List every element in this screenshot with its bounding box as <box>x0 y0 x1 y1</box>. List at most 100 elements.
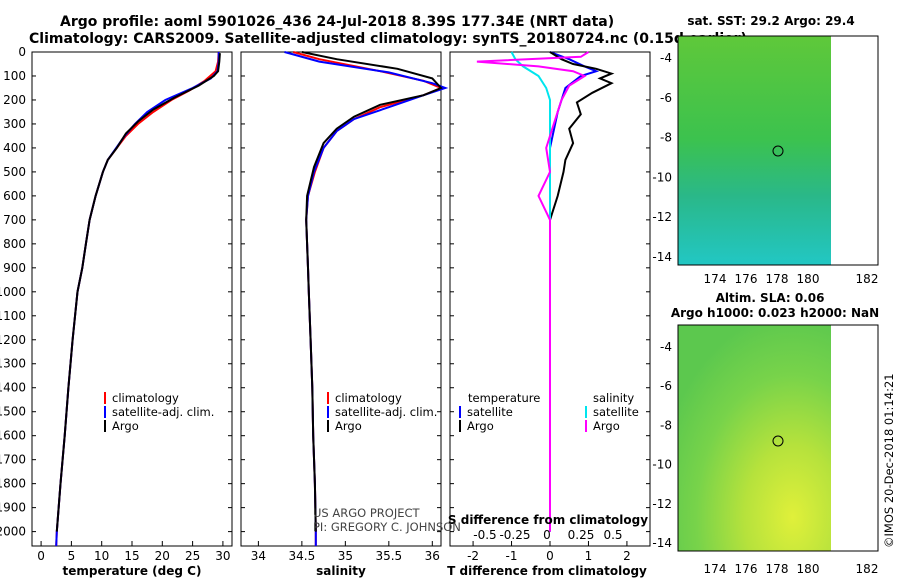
map-xtick-label: 176 <box>735 272 758 286</box>
depth-tick-label: 1900 <box>0 501 26 515</box>
salinity-legend: climatology satellite-adj. clim. Argo <box>327 391 437 433</box>
map-xtick-label: 174 <box>704 562 727 576</box>
sla-map-title: Altim. SLA: 0.06 <box>716 291 825 305</box>
depth-tick-label: 0 <box>18 45 26 59</box>
x-tick-label: 30 <box>215 549 230 563</box>
difference-legend: temperature satellite Argo salinity sate… <box>459 391 639 433</box>
map-ytick-label: -14 <box>652 536 672 550</box>
salinity-panel <box>240 51 442 547</box>
profile-lines <box>55 51 615 547</box>
x-tick-label: 5 <box>68 549 76 563</box>
legend-climatology: climatology <box>112 391 179 405</box>
x-tick-label: 36 <box>425 549 440 563</box>
sla-map-subtitle: Argo h1000: 0.023 h2000: NaN <box>671 306 879 320</box>
depth-tick-label: 1200 <box>0 333 26 347</box>
depth-tick-label: 1500 <box>0 405 26 419</box>
x-tick-label: -2 <box>467 549 479 563</box>
depth-tick-label: 1800 <box>0 477 26 491</box>
legend-argo: Argo <box>335 419 362 433</box>
map-xtick-label: 176 <box>735 562 758 576</box>
s-tick-label: 0.25 <box>568 528 595 542</box>
legend-temperature-title: temperature <box>468 391 540 405</box>
map-xtick-label: 182 <box>856 562 879 576</box>
legend-climatology: climatology <box>335 391 402 405</box>
s-tick-label: 0.5 <box>603 528 622 542</box>
sst-argo-location-marker <box>772 145 784 157</box>
map-xtick-label: 174 <box>704 272 727 286</box>
sla-map-xticks: 174 176 178 180 182 <box>704 562 879 576</box>
sla-map-yticks: -4 -6 -8 -10 -12 -14 <box>652 340 672 550</box>
sst-map-title: sat. SST: 29.2 Argo: 29.4 <box>687 14 854 28</box>
map-ytick-label: -12 <box>652 497 672 511</box>
sla-argo-location-marker <box>772 435 784 447</box>
depth-tick-label: 300 <box>3 117 26 131</box>
x-tick-label: 25 <box>185 549 200 563</box>
series-line-t-satellite <box>549 51 600 532</box>
x-tick-label: 15 <box>124 549 139 563</box>
series-line-satellite-adj-clim- <box>55 52 220 547</box>
depth-tick-label: 1600 <box>0 429 26 443</box>
legend-satellite: satellite-adj. clim. <box>112 405 214 419</box>
series-line-argo <box>301 51 443 532</box>
map-xtick-label: 178 <box>766 272 789 286</box>
x-tick-label: 0 <box>546 549 554 563</box>
x-tick-label: 2 <box>623 549 631 563</box>
x-tick-label: 34 <box>251 549 266 563</box>
depth-tick-label: 400 <box>3 141 26 155</box>
x-ticks: 0 5 10 15 20 25 30 34 34.5 35 35.5 36 -2 -1 0 1 2 -0.5 -0.… <box>37 528 630 563</box>
sla-map-field <box>678 325 831 551</box>
s-tick-label: -0.5 <box>473 528 496 542</box>
x-tick-label: 35.5 <box>375 549 402 563</box>
sla-map-frame <box>677 324 879 552</box>
sst-map-field <box>678 36 831 265</box>
depth-tick-label: 500 <box>3 165 26 179</box>
map-xtick-label: 182 <box>856 272 879 286</box>
legend-satellite: satellite-adj. clim. <box>335 405 437 419</box>
map-ytick-label: -14 <box>652 250 672 264</box>
map-xtick-label: 180 <box>797 272 820 286</box>
x-tick-label: 10 <box>94 549 109 563</box>
depth-tick-label: 1000 <box>0 285 26 299</box>
depth-tick-label: 1700 <box>0 453 26 467</box>
x-tick-label: 34.5 <box>289 549 316 563</box>
legend-t-argo: Argo <box>467 419 494 433</box>
figure-title-line2: Climatology: CARS2009. Satellite-adjuste… <box>29 31 747 47</box>
s-tick-label: -0.25 <box>499 528 530 542</box>
map-ytick-label: -10 <box>652 170 672 184</box>
depth-tick-label: 1300 <box>0 357 26 371</box>
legend-argo: Argo <box>112 419 139 433</box>
series-line-t-argo <box>549 51 615 532</box>
credit-pi: PI: GREGORY C. JOHNSON <box>313 520 461 534</box>
sst-map-xticks: 174 176 178 180 182 <box>704 272 879 286</box>
map-ytick-label: -4 <box>660 340 672 354</box>
temperature-xlabel: temperature (deg C) <box>63 564 202 578</box>
depth-tick-label: 800 <box>3 237 26 251</box>
s-tick-label: 0 <box>543 528 551 542</box>
map-ytick-label: -8 <box>660 418 672 432</box>
difference-xlabel-top: S difference from climatology <box>448 513 648 527</box>
map-ytick-label: -6 <box>660 379 672 393</box>
map-ytick-label: -6 <box>660 91 672 105</box>
credit-project: US ARGO PROJECT <box>313 506 421 520</box>
x-tick-label: 20 <box>155 549 170 563</box>
map-xtick-label: 180 <box>797 562 820 576</box>
x-tick-label: -1 <box>506 549 518 563</box>
series-line-argo <box>55 53 221 532</box>
depth-tick-label: 1400 <box>0 381 26 395</box>
depth-tick-label: 600 <box>3 189 26 203</box>
x-tick-label: 0 <box>37 549 45 563</box>
sst-map-frame <box>677 35 879 266</box>
map-ytick-label: -12 <box>652 210 672 224</box>
map-ytick-label: -8 <box>660 131 672 145</box>
credit-imos: ©IMOS 20-Dec-2018 01:14:21 <box>882 373 896 548</box>
difference-xlabel: T difference from climatology <box>447 564 647 578</box>
x-tick-label: 35 <box>338 549 353 563</box>
depth-tick-label: 700 <box>3 213 26 227</box>
series-line-s-argo <box>476 51 590 532</box>
series-line-s-satellite <box>510 51 551 532</box>
depth-tick-label: 900 <box>3 261 26 275</box>
map-ytick-label: -4 <box>660 51 672 65</box>
sst-map-yticks: -4 -6 -8 -10 -12 -14 <box>652 51 672 264</box>
depth-tick-label: 1100 <box>0 309 26 323</box>
